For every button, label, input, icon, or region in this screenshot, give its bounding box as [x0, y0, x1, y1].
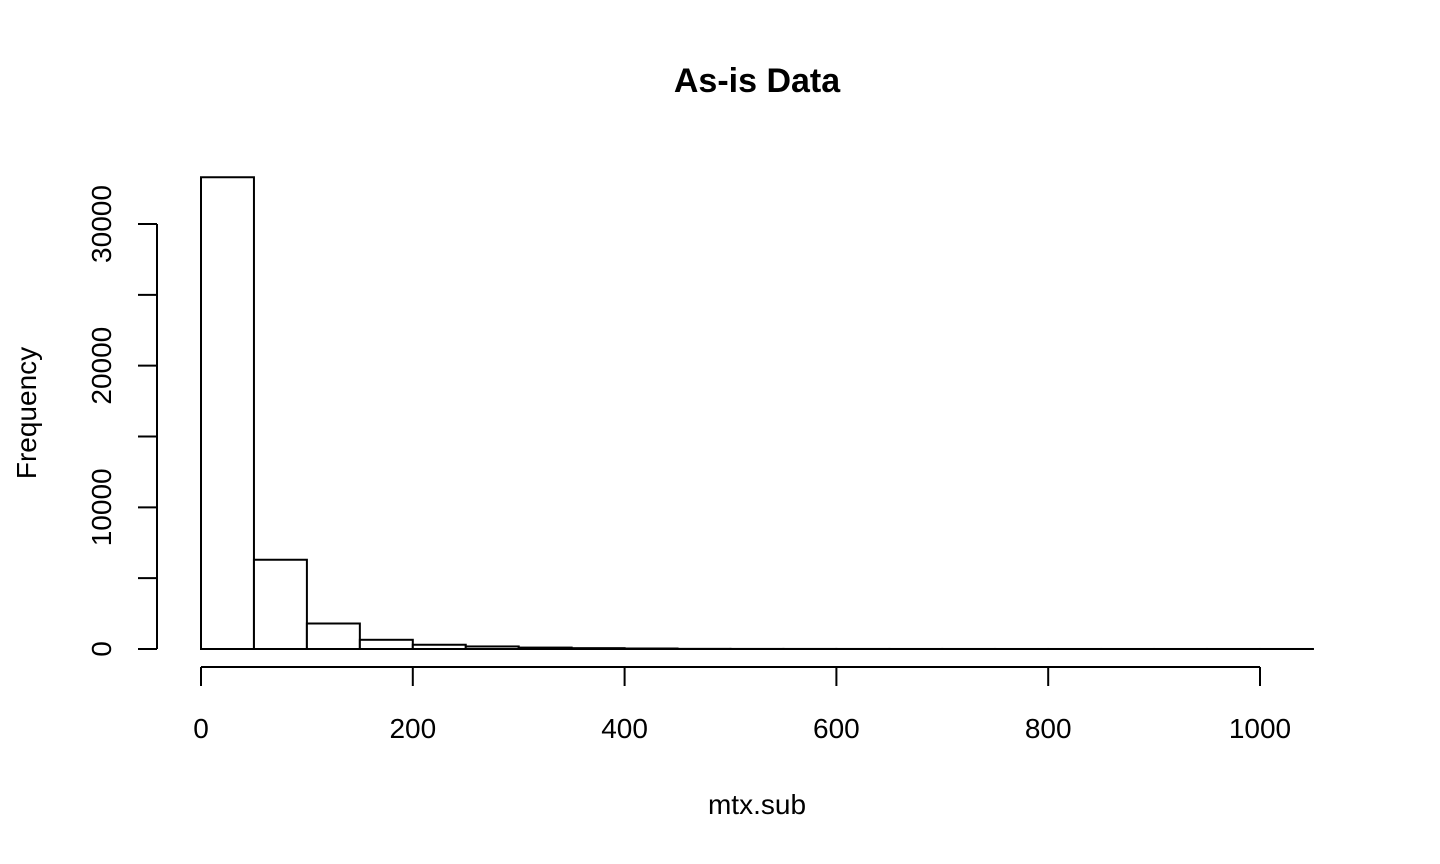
y-axis-label: Frequency	[11, 347, 42, 479]
x-tick-label-400: 400	[601, 713, 648, 744]
histogram-bar-0	[200, 176, 255, 650]
y-axis: 0 10000 20000 30000	[86, 185, 158, 657]
y-tick-label-0: 0	[86, 641, 117, 657]
y-tick-label-20000: 20000	[86, 327, 117, 405]
histogram-bar-2	[305, 622, 361, 650]
chart-title: As-is Data	[674, 62, 841, 100]
x-tick-label-600: 600	[813, 713, 860, 744]
bars-group	[200, 176, 1314, 651]
x-axis: 0 200 400 600 800 1000	[193, 666, 1291, 744]
x-tick-label-200: 200	[389, 713, 436, 744]
x-axis-label: mtx.sub	[708, 789, 806, 820]
x-tick-label-800: 800	[1025, 713, 1072, 744]
histogram-bar-3	[358, 638, 414, 651]
x-tick-label-0: 0	[193, 713, 209, 744]
histogram-bar-1	[252, 558, 308, 650]
histogram-bar-6	[517, 646, 573, 650]
histogram-bar-5	[464, 645, 520, 651]
y-tick-label-30000: 30000	[86, 185, 117, 263]
y-tick-label-10000: 10000	[86, 468, 117, 546]
histogram-bar-7	[570, 647, 626, 651]
histogram-bar-4	[411, 643, 467, 650]
x-tick-label-1000: 1000	[1229, 713, 1291, 744]
